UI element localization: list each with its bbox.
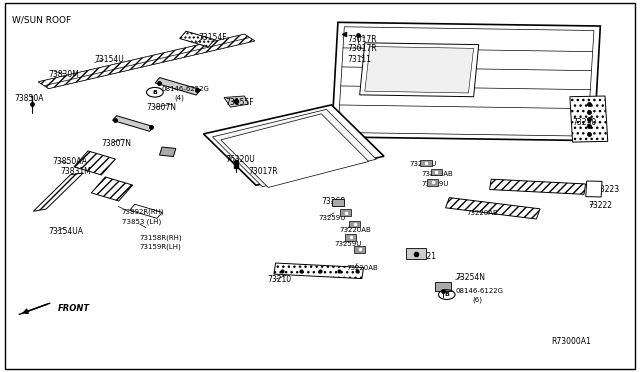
Polygon shape (420, 160, 432, 166)
Text: R73000A1: R73000A1 (552, 337, 591, 346)
Text: 08146-6252G: 08146-6252G (162, 86, 210, 92)
Text: 73155F: 73155F (225, 98, 254, 107)
Polygon shape (204, 105, 384, 185)
Polygon shape (92, 177, 132, 201)
Text: (4): (4) (174, 94, 184, 101)
Polygon shape (340, 209, 351, 216)
Text: 73230: 73230 (573, 118, 597, 126)
Polygon shape (354, 246, 365, 253)
Text: 73017R: 73017R (347, 44, 376, 53)
Polygon shape (221, 114, 369, 187)
Polygon shape (349, 221, 360, 227)
Text: 73221: 73221 (413, 252, 437, 261)
Polygon shape (435, 282, 451, 291)
Text: B: B (444, 292, 449, 297)
Polygon shape (332, 22, 600, 141)
Polygon shape (155, 78, 201, 95)
Polygon shape (490, 179, 586, 194)
Text: 73111: 73111 (347, 55, 371, 64)
Text: 73154UA: 73154UA (48, 227, 83, 236)
Text: 73154F: 73154F (198, 33, 227, 42)
Text: 73259U: 73259U (421, 181, 449, 187)
Polygon shape (365, 46, 474, 93)
Text: 73220AB: 73220AB (347, 265, 379, 271)
Text: 73892R(RH): 73892R(RH) (122, 209, 164, 215)
Text: 73223: 73223 (595, 185, 620, 194)
Polygon shape (570, 96, 608, 142)
Text: 73830M: 73830M (48, 70, 79, 79)
Text: 73017R: 73017R (248, 167, 278, 176)
Polygon shape (224, 96, 248, 107)
Text: 76320U: 76320U (225, 155, 255, 164)
Text: 73017R: 73017R (347, 35, 376, 44)
Text: 73220AB: 73220AB (339, 227, 371, 233)
Text: 73210: 73210 (268, 275, 292, 284)
Polygon shape (332, 199, 344, 206)
Polygon shape (338, 27, 594, 136)
Polygon shape (38, 34, 255, 89)
Text: 73220AB: 73220AB (466, 210, 498, 216)
Text: (6): (6) (472, 296, 483, 303)
Polygon shape (586, 181, 602, 197)
Text: 73807N: 73807N (101, 139, 131, 148)
Polygon shape (360, 43, 479, 97)
Text: 73853 (LH): 73853 (LH) (122, 218, 161, 225)
Text: 73254N: 73254N (456, 273, 486, 282)
Text: 73159R(LH): 73159R(LH) (140, 243, 181, 250)
Text: 73268: 73268 (321, 197, 346, 206)
Text: 73831M: 73831M (61, 167, 92, 176)
Polygon shape (74, 151, 115, 175)
Text: 08146-6122G: 08146-6122G (456, 288, 504, 294)
Text: W/SUN ROOF: W/SUN ROOF (12, 16, 70, 25)
Text: 73259U: 73259U (319, 215, 346, 221)
Text: 73154U: 73154U (95, 55, 124, 64)
Polygon shape (427, 179, 438, 186)
Polygon shape (212, 109, 376, 187)
Polygon shape (274, 263, 364, 279)
Text: 73222: 73222 (589, 201, 613, 210)
Polygon shape (113, 116, 154, 131)
Polygon shape (406, 248, 426, 259)
Polygon shape (159, 147, 176, 157)
Text: 73220AB: 73220AB (421, 171, 453, 177)
Text: 73850A: 73850A (14, 94, 44, 103)
Polygon shape (431, 169, 442, 175)
Text: 73158R(RH): 73158R(RH) (140, 234, 182, 241)
Polygon shape (445, 198, 540, 219)
Polygon shape (130, 204, 162, 218)
Text: 73259U: 73259U (334, 241, 362, 247)
Text: FRONT: FRONT (58, 304, 90, 312)
Text: 73807N: 73807N (146, 103, 176, 112)
Polygon shape (180, 31, 214, 47)
Text: 73259U: 73259U (410, 161, 437, 167)
Polygon shape (345, 234, 356, 241)
Polygon shape (33, 173, 83, 211)
Text: B: B (152, 90, 157, 95)
Text: 73850AA: 73850AA (52, 157, 88, 166)
Polygon shape (38, 34, 255, 89)
